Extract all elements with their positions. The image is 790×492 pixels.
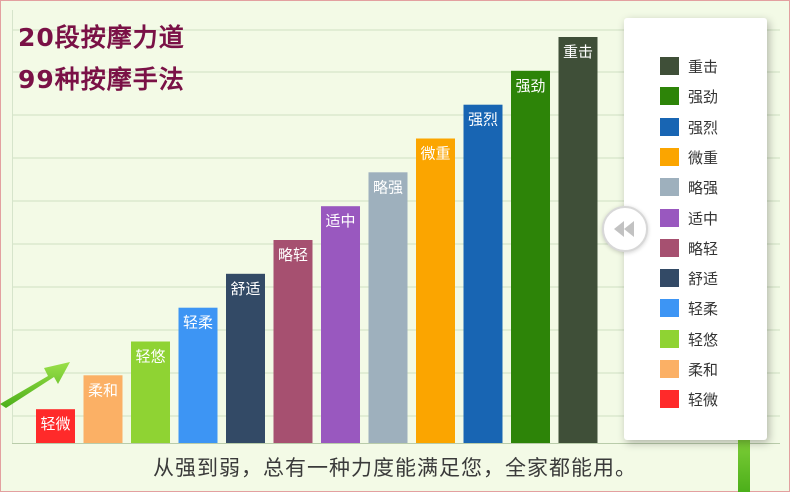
- legend-swatch: [660, 178, 679, 197]
- legend-label: 轻柔: [688, 300, 719, 319]
- legend-swatch: [660, 238, 679, 257]
- chart-bar: [131, 341, 170, 443]
- double-chevron-left-icon: [614, 221, 634, 237]
- chart-bar: [368, 172, 408, 444]
- chart-bar: [226, 273, 265, 443]
- chart-bar: [273, 240, 313, 443]
- bar-label: 微重: [420, 145, 450, 163]
- legend-label: 强劲: [688, 88, 719, 107]
- green-arrow-icon: [0, 362, 70, 408]
- legend-label: 略轻: [688, 239, 719, 258]
- legend-swatch: [660, 269, 679, 288]
- bar-label: 柔和: [88, 381, 118, 399]
- legend-label: 重击: [688, 58, 719, 76]
- legend-swatch: [660, 87, 679, 106]
- legend-label: 轻微: [688, 391, 719, 410]
- legend-swatch: [660, 360, 679, 378]
- collapse-legend-button[interactable]: [602, 206, 648, 252]
- legend-swatch: [660, 147, 679, 166]
- bar-label: 适中: [325, 212, 355, 230]
- bar-label: 强劲: [515, 77, 545, 95]
- bar-label: 略轻: [278, 246, 308, 264]
- legend-label: 轻悠: [688, 330, 719, 349]
- bar-label: 轻悠: [135, 348, 165, 366]
- legend-swatch: [660, 390, 679, 409]
- bar-label: 略强: [373, 178, 403, 196]
- bar-label: 强烈: [468, 111, 498, 129]
- legend-swatch: [660, 299, 679, 318]
- legend-label: 略强: [688, 179, 719, 198]
- legend-label: 适中: [688, 209, 719, 228]
- chart-bar: [463, 104, 503, 443]
- bar-label: 轻微: [40, 415, 70, 433]
- chart-bar: [558, 37, 598, 443]
- chart-bar: [36, 409, 75, 443]
- legend-label: 柔和: [688, 361, 719, 379]
- legend-swatch: [660, 57, 679, 75]
- chart-bar: [83, 375, 123, 443]
- legend-label: 舒适: [688, 270, 719, 289]
- legend-label: 强烈: [688, 118, 719, 137]
- legend-label: 微重: [688, 148, 719, 167]
- chart-bar: [178, 307, 218, 443]
- legend-swatch: [660, 329, 679, 348]
- chart-bar: [416, 138, 455, 443]
- bar-label: 舒适: [230, 280, 260, 298]
- caption-text: 从强到弱，总有一种力度能满足您，全家都能用。: [153, 456, 637, 480]
- bar-label: 轻柔: [183, 314, 213, 332]
- legend-swatch: [660, 117, 679, 136]
- legend-swatch: [660, 208, 679, 227]
- headline-line-2: 99种按摩手法: [18, 65, 185, 94]
- bar-label: 重击: [563, 43, 593, 61]
- chart-bar: [511, 70, 550, 444]
- chart-bar: [321, 206, 360, 443]
- headline-line-1: 20段按摩力道: [18, 23, 185, 52]
